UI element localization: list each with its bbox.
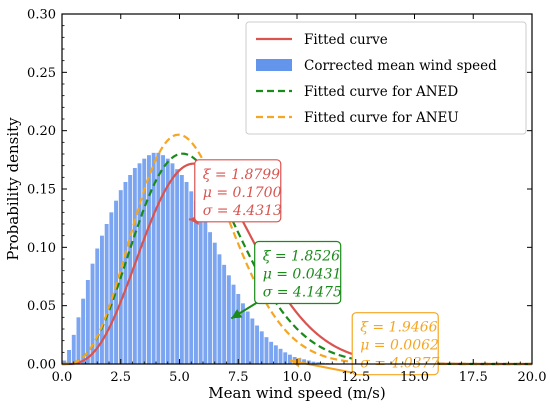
x-tick-label: 12.5 [341, 370, 370, 385]
histogram-bar [283, 352, 288, 364]
histogram-bar [311, 361, 316, 364]
histogram-bar [76, 317, 81, 364]
legend-label: Fitted curve [304, 32, 388, 48]
histogram-bar [245, 311, 250, 364]
histogram-bar [273, 345, 278, 364]
legend-label: Fitted curve for ANEU [304, 110, 459, 126]
histogram-bar [259, 331, 264, 364]
histogram-bar [62, 360, 67, 364]
x-tick-label: 2.5 [110, 370, 131, 385]
histogram-bar [184, 182, 189, 364]
annotation-text: ξ = 1.9466 [360, 320, 437, 336]
histogram-bar [203, 221, 208, 364]
histogram-bar [194, 200, 198, 364]
annotation-text: σ = 4.4313 [203, 203, 282, 219]
annotation-text: μ = 0.1700 [203, 185, 282, 201]
histogram-bar [165, 158, 170, 364]
legend-box [245, 21, 527, 135]
histogram-bar [217, 254, 222, 364]
y-tick-label: 0.30 [27, 8, 56, 23]
histogram-bar [302, 359, 306, 364]
x-axis-label: Mean wind speed (m/s) [208, 384, 385, 402]
histogram-bar [278, 348, 283, 364]
histogram-bar [198, 211, 203, 364]
annotation-box [351, 312, 439, 376]
x-tick-label: 10.0 [283, 370, 312, 385]
annotation-arrowhead [289, 357, 301, 368]
annotation-box [194, 159, 282, 223]
legend: Fitted curve Corrected mean wind speed Fit… [245, 21, 527, 135]
histogram-bar [208, 232, 212, 364]
histogram-bar [156, 152, 161, 364]
x-tick-label: 5.0 [169, 370, 190, 385]
x-tick-label: 17.5 [459, 370, 488, 385]
histogram-bar [137, 163, 142, 364]
x-tick-label: 7.5 [228, 370, 249, 385]
histogram-bar [90, 263, 95, 364]
histogram-bar [161, 155, 165, 364]
histogram-bar [147, 155, 151, 364]
histogram-bar [269, 341, 274, 364]
annotation-arrowhead [231, 308, 243, 319]
histogram-bar [142, 158, 147, 364]
histogram-bar [100, 235, 104, 364]
histogram-bar [67, 350, 71, 364]
histogram-bar [104, 224, 109, 364]
x-tick-label: 20.0 [518, 370, 547, 385]
histogram-bar [212, 242, 217, 364]
histogram-bar [170, 163, 175, 364]
x-tick-label: 0.0 [52, 370, 73, 385]
y-tick-label: 0.05 [27, 299, 56, 314]
histogram-bar [151, 152, 156, 364]
histogram-bar [288, 354, 292, 364]
annotation-text: ξ = 1.8526 [263, 249, 340, 265]
y-tick-label: 0.00 [27, 358, 56, 373]
histogram-bar [81, 298, 86, 364]
histogram-bar [226, 275, 231, 364]
annotation-text: μ = 0.0431 [263, 267, 342, 283]
y-axis-label: Probability density [4, 117, 22, 261]
histogram-bar [109, 212, 114, 364]
parameter-annotations: ξ = 1.8799 μ = 0.1700 σ = 4.4313 ξ = 1.8526… [188, 159, 439, 376]
y-tick-label: 0.25 [27, 66, 56, 81]
annotation-text: σ = 4.1475 [263, 285, 342, 301]
legend-label: Fitted curve for ANED [304, 84, 458, 100]
histogram-bar [241, 303, 245, 364]
histogram-bar [231, 284, 236, 364]
histogram-bar [95, 248, 100, 364]
histogram-bar [316, 362, 321, 364]
histogram-bar [175, 169, 180, 364]
x-tick-label: 15.0 [400, 370, 429, 385]
histogram-bar [264, 337, 269, 364]
histogram-bar [222, 264, 227, 364]
histogram-bar [128, 175, 133, 364]
histogram-bar [71, 334, 76, 364]
legend-label: Corrected mean wind speed [304, 58, 497, 74]
annotation-box [254, 240, 342, 305]
annotation-arrow [289, 359, 353, 374]
histogram-bar [236, 294, 241, 364]
histogram-bar [189, 191, 194, 364]
annotation-text: μ = 0.0062 [360, 338, 439, 354]
y-tick-label: 0.20 [27, 124, 56, 139]
annotation-text: ξ = 1.8799 [203, 167, 280, 183]
y-tick-label: 0.15 [27, 183, 56, 198]
axes: 0.0 2.5 5.0 7.5 10.0 12.5 15.0 17.5 20.0 0.00 0.05… [27, 8, 546, 386]
histogram-bar [85, 280, 90, 364]
histogram-bar [255, 325, 259, 364]
legend-swatch [256, 59, 292, 71]
histogram-bar [123, 182, 128, 364]
histogram-bar [179, 175, 184, 364]
y-tick-label: 0.10 [27, 241, 56, 256]
histogram-bar [250, 318, 255, 364]
